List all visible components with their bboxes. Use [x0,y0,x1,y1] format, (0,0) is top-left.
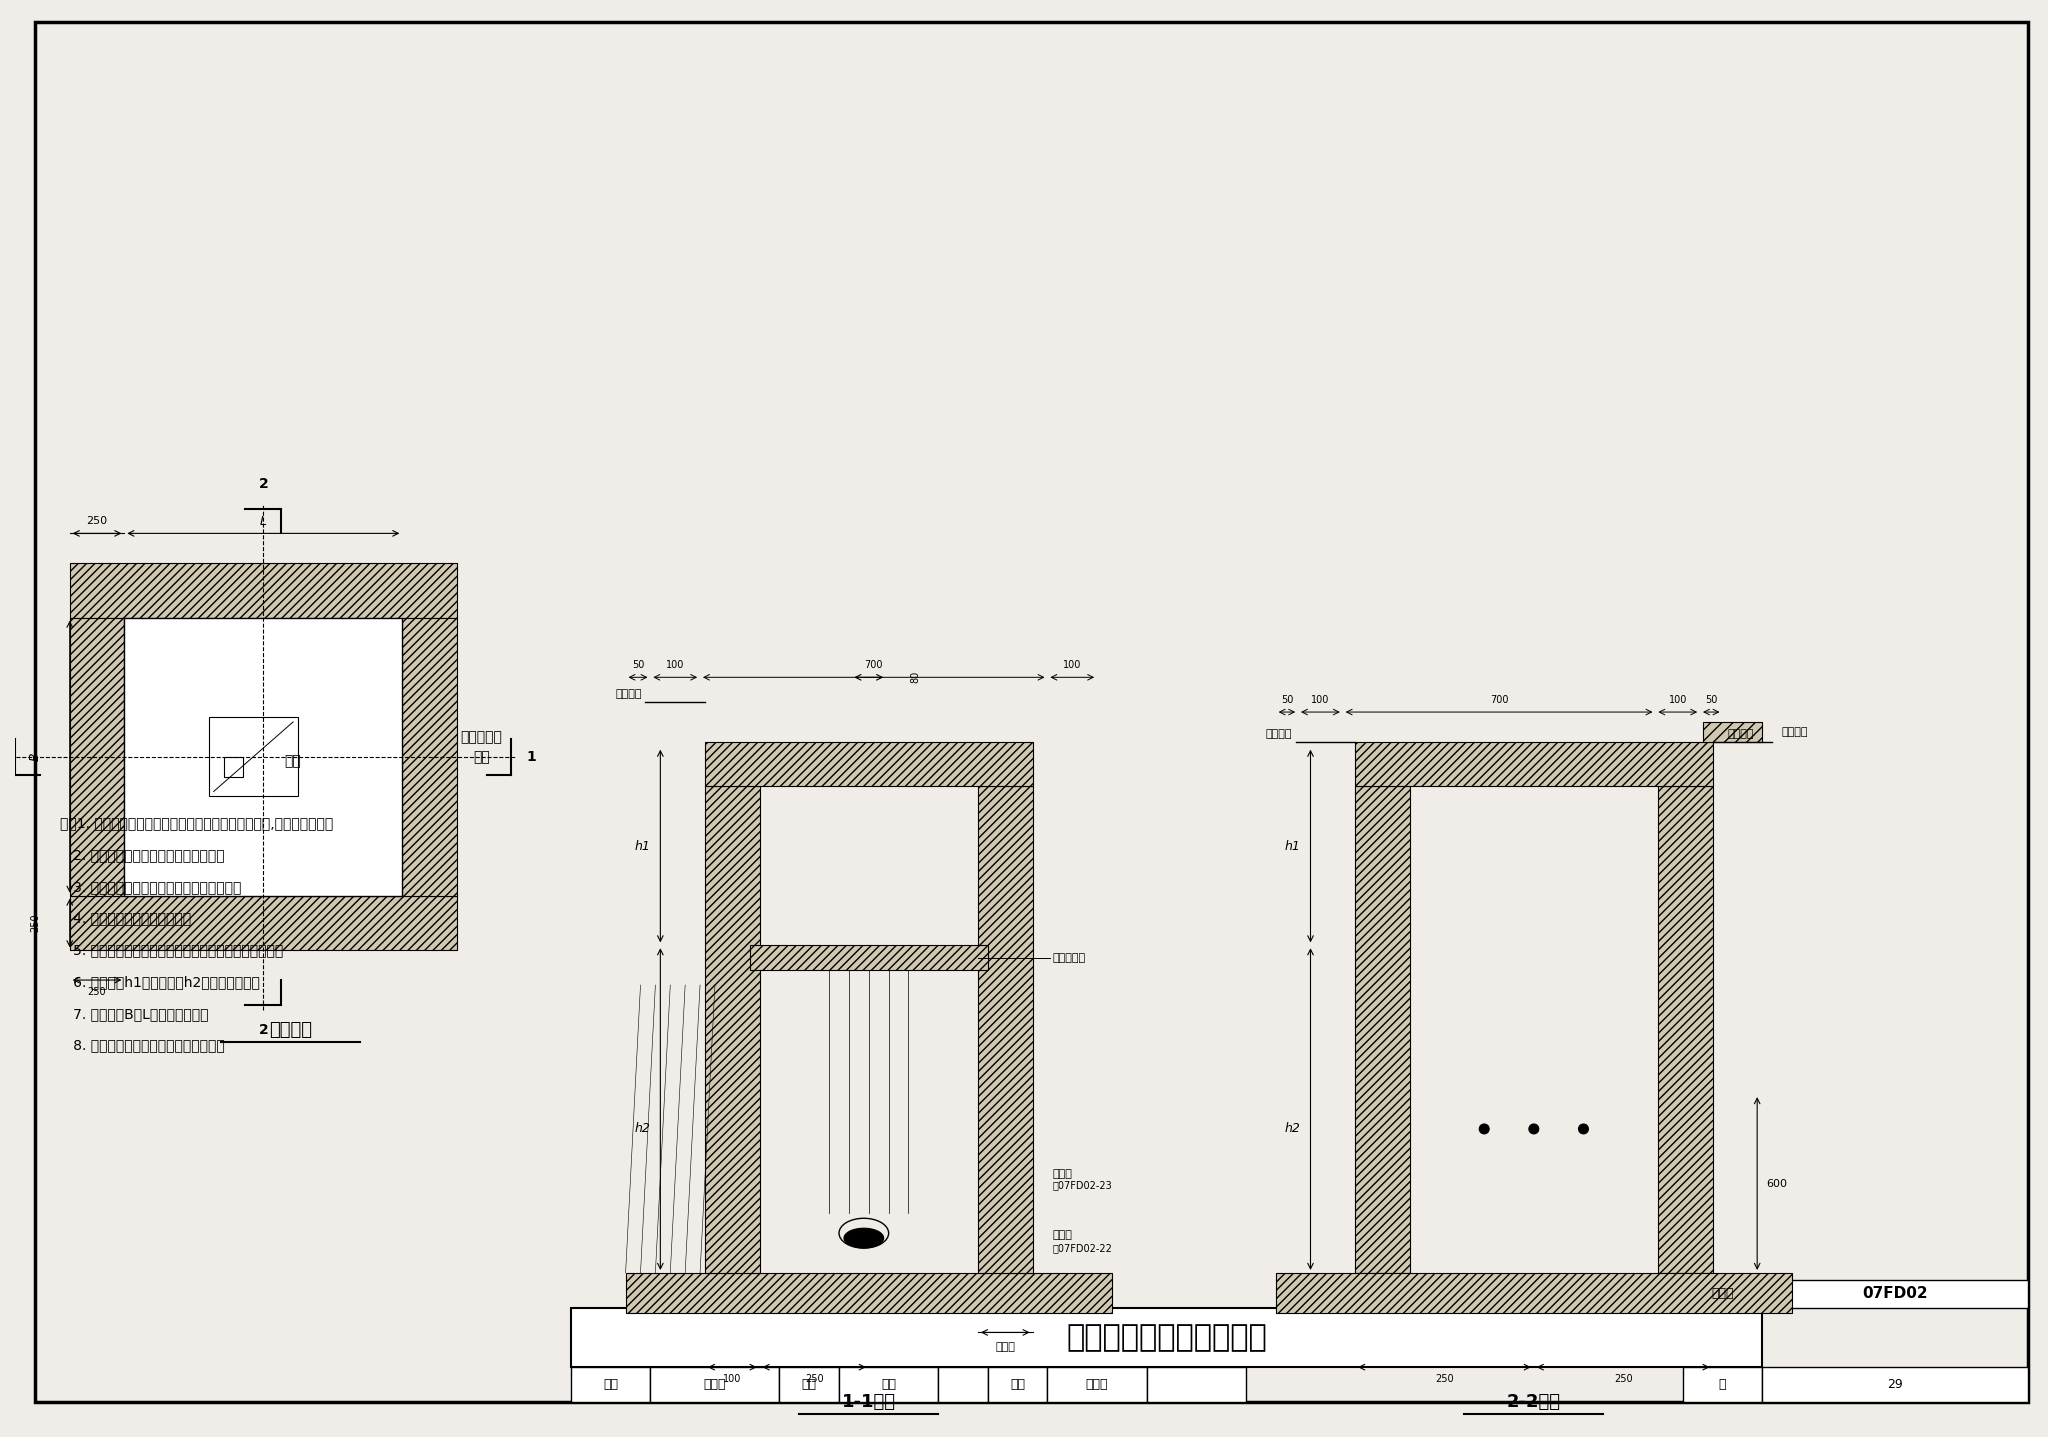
Text: 防空地下室: 防空地下室 [461,730,502,744]
Text: 250: 250 [88,987,106,997]
Ellipse shape [844,1229,883,1249]
Bar [70,895,457,950]
Text: 700: 700 [1489,696,1507,706]
Bar [750,946,987,970]
Bar [209,717,299,796]
Bar [780,1367,840,1403]
Text: 设计: 设计 [1010,1378,1026,1391]
Text: 2-2断面: 2-2断面 [1507,1392,1561,1411]
Text: 见07FD02-22: 见07FD02-22 [1053,1243,1112,1253]
Bar [35,1308,2028,1403]
Text: h2: h2 [1284,1122,1300,1135]
Text: 见07FD02-23: 见07FD02-23 [1053,1181,1112,1190]
Text: 100: 100 [1311,696,1329,706]
Bar [223,757,244,776]
Text: 罗洁: 罗洁 [881,1378,897,1391]
Text: 2: 2 [258,477,268,491]
Bar [1683,1367,1761,1403]
Bar [1356,741,1712,786]
Text: 2: 2 [258,1023,268,1036]
Text: 3. 电缆井进线方向、位置由具体工程确定。: 3. 电缆井进线方向、位置由具体工程确定。 [59,879,242,894]
Bar [70,618,125,895]
Bar [938,1367,987,1403]
Text: h2: h2 [635,1122,651,1135]
Bar [840,1367,938,1403]
Text: 爬梯: 爬梯 [285,754,301,769]
Bar [1276,1273,1792,1312]
Bar [125,618,401,895]
Text: 页: 页 [1718,1378,1726,1391]
Text: 抗力片: 抗力片 [1053,1230,1073,1240]
Bar [625,1273,1112,1312]
Text: 电缆防爆波井做法（二）: 电缆防爆波井做法（二） [1067,1323,1268,1352]
Text: 杨维迅: 杨维迅 [705,1378,727,1391]
Bar [1683,1280,1761,1308]
Text: 250: 250 [1614,1374,1632,1384]
Text: h1: h1 [635,839,651,852]
Bar [70,563,457,618]
Ellipse shape [1579,1124,1589,1134]
Text: 校对: 校对 [801,1378,817,1391]
Bar [979,786,1032,1273]
Text: 外墙厚: 外墙厚 [995,1342,1016,1352]
Bar [571,1367,651,1403]
Text: 6. 井膛高度h1、井膛高度h2由设计人确定。: 6. 井膛高度h1、井膛高度h2由设计人确定。 [59,976,260,989]
Text: 室内: 室内 [473,750,489,763]
Text: 29: 29 [1888,1378,1903,1391]
Bar [651,1367,780,1403]
Bar [571,1308,1761,1367]
Text: 7. 井膛宽度B、L由设计人确定。: 7. 井膛宽度B、L由设计人确定。 [59,1007,209,1020]
Text: 07FD02: 07FD02 [1862,1286,1927,1302]
Bar [1047,1367,1147,1403]
Text: 2. 电缆应在电缆井中盘一圈作为余量。: 2. 电缆应在电缆井中盘一圈作为余量。 [59,848,225,862]
Text: 250: 250 [86,516,109,526]
Ellipse shape [1479,1124,1489,1134]
Text: 250: 250 [1436,1374,1454,1384]
Text: 50: 50 [1280,696,1292,706]
Text: 50: 50 [633,661,645,671]
Text: 80: 80 [911,671,920,684]
Text: 审核: 审核 [604,1378,618,1391]
Text: L: L [260,514,266,527]
Bar [1659,786,1712,1273]
Text: 5. 电缆井的防护等级应与人防工程主体防护等级一致。: 5. 电缆井的防护等级应与人防工程主体防护等级一致。 [59,943,283,957]
Text: 600: 600 [1767,1178,1788,1188]
Text: 1-1断面: 1-1断面 [842,1392,895,1411]
Text: 架式井盖: 架式井盖 [1782,727,1808,737]
Text: 乙型平面: 乙型平面 [268,1020,311,1039]
Text: 室外地坪: 室外地坪 [1266,729,1292,739]
Bar [401,618,457,895]
Text: 室外地坪: 室外地坪 [1726,729,1753,739]
Text: 100: 100 [1063,661,1081,671]
Text: 100: 100 [723,1374,741,1384]
Text: h1: h1 [1284,839,1300,852]
Text: 100: 100 [1669,696,1688,706]
Bar [705,786,760,1273]
Bar [987,1367,1047,1403]
Bar [705,741,1032,786]
Text: 250: 250 [31,914,41,933]
Text: 1: 1 [526,750,537,763]
Bar [1147,1367,1245,1403]
Text: 4. 电缆井废时用粗中砂填满。: 4. 电缆井废时用粗中砂填满。 [59,911,190,925]
Text: 图集号: 图集号 [1712,1288,1735,1300]
Text: 室外地坪: 室外地坪 [616,690,643,700]
Ellipse shape [1530,1124,1538,1134]
Text: 张红英: 张红英 [1085,1378,1108,1391]
Text: 8. 乙型电缆防爆波井邻贴防空地下室。: 8. 乙型电缆防爆波井邻贴防空地下室。 [59,1039,225,1053]
Bar [1761,1280,2028,1308]
Bar [1702,721,1761,741]
Text: 100: 100 [666,661,684,671]
Text: 室内地平面: 室内地平面 [1053,953,1085,963]
Text: 密闭肋: 密闭肋 [1053,1168,1073,1178]
Text: 50: 50 [1706,696,1718,706]
Bar [1356,786,1409,1273]
Text: 700: 700 [864,661,883,671]
Text: B: B [29,753,41,762]
Text: 注：1. 预埋管的位置、规格、数量由单项工程设计确定,本图仅为示意。: 注：1. 预埋管的位置、规格、数量由单项工程设计确定,本图仅为示意。 [59,816,334,831]
Bar [1761,1367,2028,1403]
Text: 250: 250 [805,1374,823,1384]
